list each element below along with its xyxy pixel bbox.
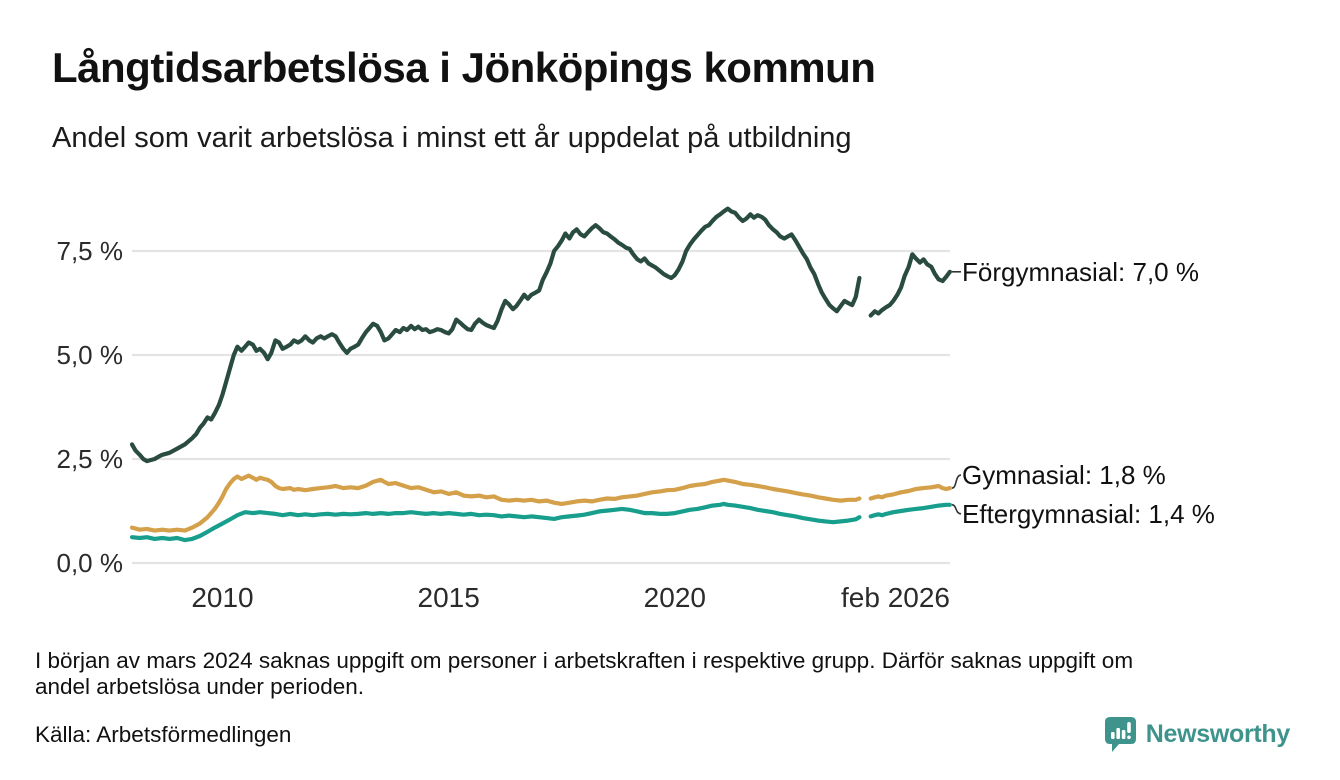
series-line-gymnasial [868, 483, 952, 501]
series-line-forgymnasial [129, 206, 862, 464]
x-tick-label: 2020 [643, 582, 706, 613]
series-line-forgymnasial [868, 252, 952, 318]
series-line-eftergymnasial [129, 501, 862, 543]
footnote-line-1: I början av mars 2024 saknas uppgift om … [35, 648, 1134, 673]
series-line-eftergymnasial [868, 502, 952, 519]
newsworthy-logo: Newsworthy [1104, 716, 1290, 753]
newsworthy-icon [1104, 716, 1137, 753]
x-tick-label: 2015 [417, 582, 480, 613]
series-line-gymnasial [129, 473, 862, 533]
label-connector [951, 504, 962, 515]
y-tick-label: 2,5 % [56, 444, 124, 474]
label-connector [951, 474, 962, 489]
y-tick-label: 5,0 % [56, 340, 124, 370]
chart-footnote: I början av mars 2024 saknas uppgift om … [35, 648, 1133, 700]
y-tick-label: 7,5 % [56, 236, 124, 266]
series-end-label-gymnasial: Gymnasial: 1,8 % [962, 460, 1166, 491]
source-label: Källa: Arbetsförmedlingen [35, 722, 292, 747]
y-tick-label: 0,0 % [56, 548, 124, 578]
page-title: Långtidsarbetslösa i Jönköpings kommun [52, 44, 876, 91]
series-end-label-forgymnasial: Förgymnasial: 7,0 % [962, 256, 1199, 287]
newsworthy-wordmark: Newsworthy [1145, 720, 1291, 748]
footnote-line-2: andel arbetslösa under perioden. [35, 674, 364, 699]
series-end-label-eftergymnasial: Eftergymnasial: 1,4 % [962, 498, 1215, 529]
x-tick-label: feb 2026 [841, 582, 950, 613]
chart-subtitle: Andel som varit arbetslösa i minst ett å… [52, 122, 852, 154]
x-tick-label: 2010 [191, 582, 254, 613]
